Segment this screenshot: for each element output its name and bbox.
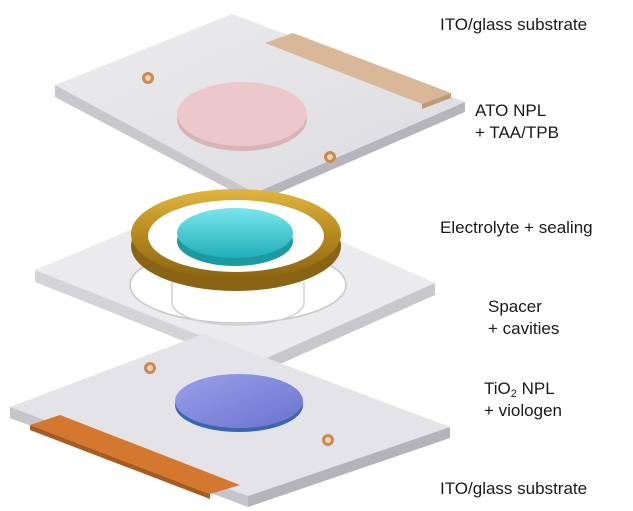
label-tio2-prefix: TiO xyxy=(484,379,511,398)
label-tio2-npl: TiO2 NPL + viologen xyxy=(484,378,562,422)
ato-npl-disc xyxy=(177,82,307,151)
label-tio2-line2: + viologen xyxy=(484,401,562,420)
label-spacer: Spacer + cavities xyxy=(488,296,559,340)
screw-icon xyxy=(144,362,156,374)
top-ito-contact xyxy=(265,33,451,104)
label-top-substrate: ITO/glass substrate xyxy=(440,15,588,34)
screw-icon xyxy=(324,151,336,163)
label-ato-line2: + TAA/TPB xyxy=(475,123,559,142)
electrolyte-and-sealing xyxy=(131,189,341,291)
bottom-ito-contact xyxy=(30,415,240,494)
label-electrolyte: Electrolyte + sealing xyxy=(440,218,593,237)
label-ato-line1: ATO NPL xyxy=(475,101,547,120)
top-substrate xyxy=(55,14,465,203)
electrolyte-disc xyxy=(177,208,293,266)
tio2-npl-disc xyxy=(175,374,303,432)
screw-icon xyxy=(322,434,334,446)
label-tio2-subscript: 2 xyxy=(510,388,517,400)
label-spacer-line2: + cavities xyxy=(488,319,560,338)
label-tio2-line1: TiO2 NPL xyxy=(484,378,562,400)
label-ato-npl: ATO NPL + TAA/TPB xyxy=(475,100,559,144)
label-bottom-substrate: ITO/glass substrate xyxy=(440,479,588,498)
label-spacer-line1: Spacer xyxy=(488,297,542,316)
label-tio2-suffix: NPL xyxy=(516,379,555,398)
screw-icon xyxy=(142,72,154,84)
bottom-substrate xyxy=(10,334,450,507)
